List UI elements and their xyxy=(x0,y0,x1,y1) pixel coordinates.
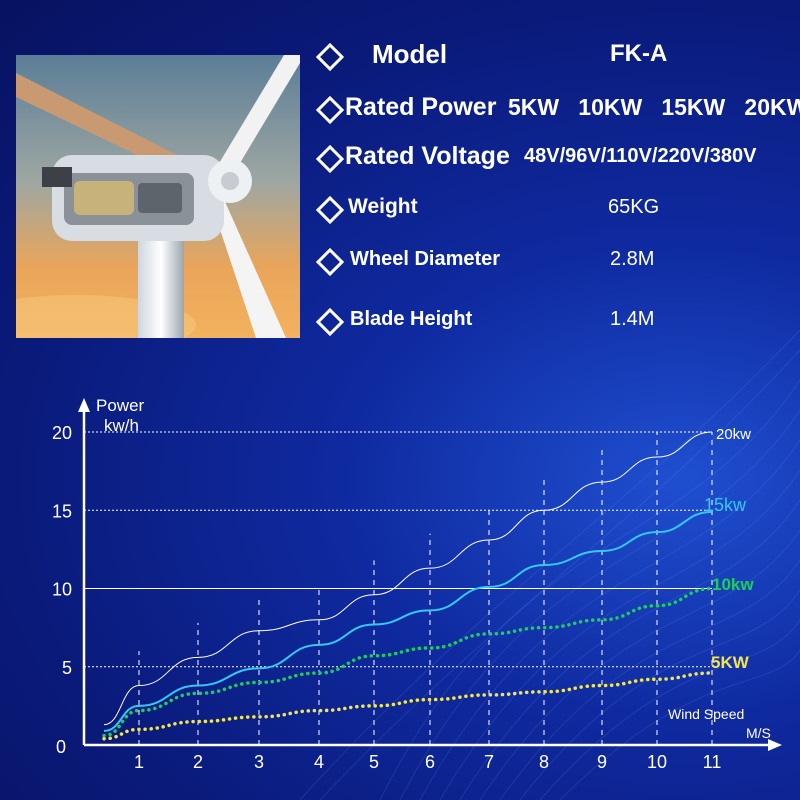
spec-value: FK-A xyxy=(610,40,668,68)
y-axis-unit: kw/h xyxy=(104,416,139,435)
y-tick-label: 15 xyxy=(52,501,72,521)
y-tick-label: 0 xyxy=(56,737,66,757)
spec-value: 65KG xyxy=(608,195,660,218)
y-tick-label: 20 xyxy=(52,423,72,443)
x-tick-label: 3 xyxy=(254,752,264,772)
spec-label: Model xyxy=(372,38,448,69)
spec-value: 2.8M xyxy=(610,247,655,270)
spec-label: Rated Power xyxy=(345,92,497,121)
x-tick-label: 2 xyxy=(193,752,203,772)
spec-label: Wheel Diameter xyxy=(350,247,501,270)
spec-value: 5KW 10KW 15KW 20KW xyxy=(508,93,800,120)
y-tick-label: 10 xyxy=(52,580,72,600)
series-line-15kw xyxy=(103,510,713,732)
x-tick-label: 11 xyxy=(703,752,722,772)
series-line-20kw xyxy=(103,431,713,726)
x-tick-label: 5 xyxy=(369,752,379,772)
x-tick-label: 6 xyxy=(425,752,435,772)
series-line-10kw xyxy=(102,586,714,738)
spec-value: 1.4M xyxy=(610,307,655,330)
spec-label: Rated Voltage xyxy=(345,141,510,170)
x-tick-label: 4 xyxy=(314,752,324,772)
x-axis-unit: M/S xyxy=(746,725,771,741)
x-axis-arrow-icon xyxy=(768,739,782,751)
x-tick-label: 9 xyxy=(597,752,607,772)
spec-label: Blade Height xyxy=(350,307,473,330)
spec-value: 48V/96V/110V/220V/380V xyxy=(524,144,757,167)
x-axis-label: Wind Speed xyxy=(668,706,744,722)
x-tick-label: 10 xyxy=(647,752,667,772)
wind-turbine-photo xyxy=(16,55,300,338)
series-label: 5KW xyxy=(711,653,750,672)
x-tick-label: 7 xyxy=(484,752,494,772)
spec-label: Weight xyxy=(348,194,418,218)
series-label: 20kw xyxy=(716,426,751,443)
x-tick-label: 1 xyxy=(134,752,144,772)
series-label: 15kw xyxy=(704,495,747,515)
y-axis-arrow-icon xyxy=(78,398,90,412)
y-tick-label: 5 xyxy=(62,658,72,678)
series-line-5kw xyxy=(102,671,714,741)
y-axis-label: Power xyxy=(96,396,145,415)
series-label: 10kw xyxy=(712,575,754,594)
x-tick-label: 8 xyxy=(539,752,549,772)
